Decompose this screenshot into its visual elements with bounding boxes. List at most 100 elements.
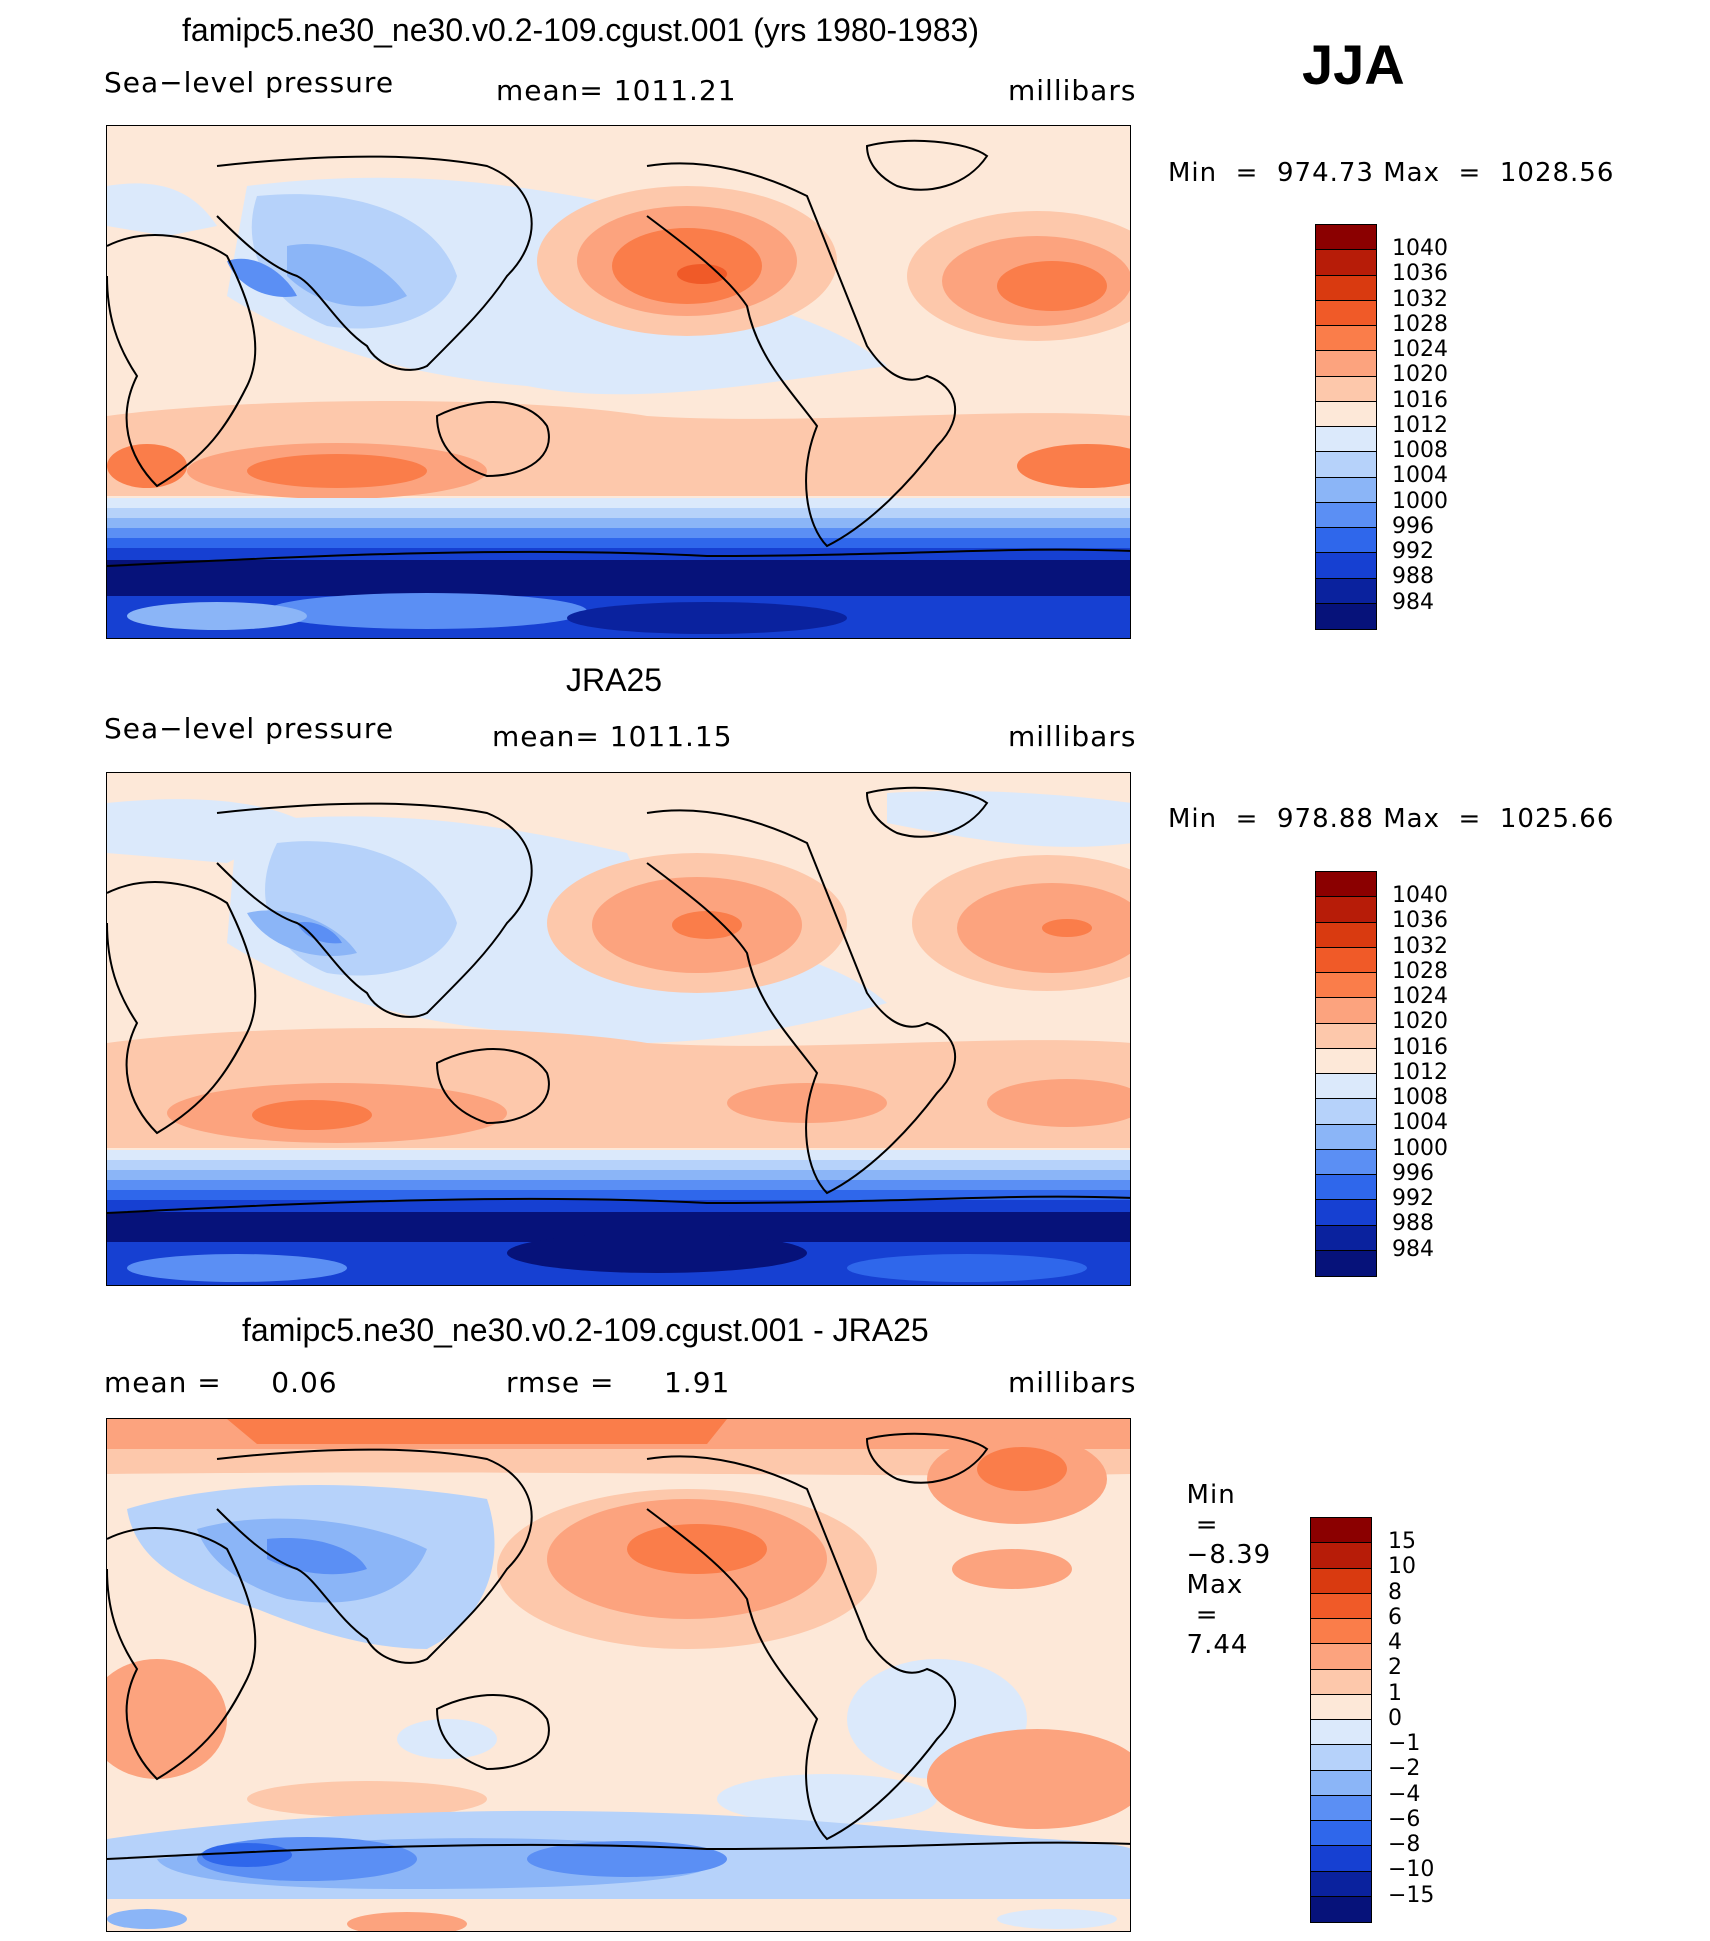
colorbar-swatch <box>1316 1175 1376 1201</box>
colorbar-swatch <box>1311 1821 1371 1847</box>
colorbar-label: 1008 <box>1392 438 1448 463</box>
colorbar-swatch <box>1311 1543 1371 1569</box>
colorbar-swatch <box>1311 1745 1371 1771</box>
panel3-max-eq: = <box>1186 1600 1265 1630</box>
colorbar-label: 4 <box>1388 1630 1402 1655</box>
panel1-units: millibars <box>1008 74 1137 107</box>
panel1-map <box>106 125 1131 639</box>
panel1-min-label: Min <box>1168 158 1218 188</box>
colorbar-swatch <box>1316 998 1376 1024</box>
panel2-colorbar <box>1315 871 1377 1277</box>
colorbar-swatch <box>1316 1124 1376 1150</box>
panel1-max-eq: = <box>1449 158 1491 188</box>
panel3-units: millibars <box>1008 1366 1137 1399</box>
colorbar-swatch <box>1316 528 1376 554</box>
panel1-max-label: Max <box>1383 158 1441 188</box>
colorbar-label: 988 <box>1392 564 1434 590</box>
colorbar-label: 1036 <box>1392 261 1448 287</box>
panel2-map <box>106 772 1131 1286</box>
colorbar-swatch <box>1316 502 1376 528</box>
panel3-map <box>106 1418 1131 1932</box>
colorbar-label: 1040 <box>1392 236 1448 261</box>
colorbar-label: 6 <box>1388 1604 1402 1630</box>
panel2-min-value: 978.88 <box>1277 804 1374 834</box>
colorbar-swatch <box>1316 477 1376 503</box>
panel1-variable: Sea−level pressure <box>104 66 395 99</box>
panel1-minmax: Min = 974.73 Max = 1028.56 <box>1168 158 1614 188</box>
colorbar-label: 2 <box>1388 1655 1402 1681</box>
panel2-min-label: Min <box>1168 804 1218 834</box>
panel3-rmse: rmse = 1.91 <box>506 1366 731 1399</box>
panel2-max-eq: = <box>1449 804 1491 834</box>
colorbar-swatch <box>1316 1149 1376 1175</box>
colorbar-label: 1024 <box>1392 337 1448 362</box>
colorbar-swatch <box>1316 351 1376 377</box>
colorbar-label: 996 <box>1392 513 1434 539</box>
colorbar-swatch <box>1311 1694 1371 1720</box>
colorbar-label: 996 <box>1392 1160 1434 1186</box>
colorbar-swatch <box>1311 1619 1371 1645</box>
colorbar-swatch <box>1316 947 1376 973</box>
panel3-max-value: 7.44 <box>1186 1630 1249 1660</box>
colorbar-label: 992 <box>1392 539 1434 564</box>
colorbar-label: −15 <box>1388 1882 1435 1908</box>
panel1-title: famipc5.ne30_ne30.v0.2-109.cgust.001 (yr… <box>182 12 979 48</box>
colorbar-label: 1020 <box>1392 362 1448 388</box>
colorbar-swatch <box>1316 300 1376 326</box>
panel3-minmax: Min = −8.39 Max = 7.44 <box>1168 1450 1271 1660</box>
colorbar-swatch <box>1316 1099 1376 1125</box>
colorbar-swatch <box>1311 1593 1371 1619</box>
panel3-mean: mean = 0.06 <box>104 1366 338 1399</box>
colorbar-swatch <box>1316 1200 1376 1226</box>
colorbar-label: 1000 <box>1392 488 1448 514</box>
panel2-title: JRA25 <box>566 662 663 698</box>
colorbar-label: −8 <box>1388 1832 1421 1857</box>
panel2-min-eq: = <box>1226 804 1268 834</box>
colorbar-label: 1000 <box>1392 1135 1448 1161</box>
colorbar-swatch <box>1316 401 1376 427</box>
colorbar-swatch <box>1311 1871 1371 1897</box>
colorbar-swatch <box>1311 1568 1371 1594</box>
colorbar-swatch <box>1311 1644 1371 1670</box>
colorbar-label: 1040 <box>1392 883 1448 908</box>
colorbar-swatch <box>1311 1770 1371 1796</box>
colorbar-label: 1012 <box>1392 412 1448 438</box>
colorbar-swatch <box>1316 872 1376 898</box>
colorbar-label: 1020 <box>1392 1009 1448 1035</box>
panel3-colorbar <box>1310 1517 1372 1923</box>
colorbar-swatch <box>1311 1669 1371 1695</box>
colorbar-label: 10 <box>1388 1554 1416 1580</box>
colorbar-label: 1032 <box>1392 933 1448 959</box>
colorbar-label: −6 <box>1388 1806 1421 1832</box>
colorbar-swatch <box>1316 225 1376 251</box>
colorbar-swatch <box>1316 1048 1376 1074</box>
colorbar-swatch <box>1316 452 1376 478</box>
colorbar-swatch <box>1311 1795 1371 1821</box>
panel2-minmax: Min = 978.88 Max = 1025.66 <box>1168 804 1614 834</box>
colorbar-swatch <box>1316 427 1376 453</box>
colorbar-swatch <box>1311 1720 1371 1746</box>
colorbar-label: 1032 <box>1392 286 1448 312</box>
panel1-colorbar <box>1315 224 1377 630</box>
colorbar-swatch <box>1316 275 1376 301</box>
panel3-map-svg <box>107 1419 1130 1931</box>
panel1-colorbar-labels: 1040 1036 1032 1028 1024 1020 1016 1012 1008 1004… <box>1392 238 1472 628</box>
colorbar-swatch <box>1316 897 1376 923</box>
colorbar-label: 1028 <box>1392 311 1448 337</box>
colorbar-label: 1016 <box>1392 387 1448 413</box>
colorbar-swatch <box>1316 326 1376 352</box>
colorbar-swatch <box>1316 1225 1376 1251</box>
colorbar-swatch <box>1311 1896 1371 1922</box>
colorbar-swatch <box>1316 1023 1376 1049</box>
panel3-colorbar-labels: 15 10 8 6 4 2 1 0 −1 −2 −4 −6 −8 −10 −15 <box>1388 1531 1468 1921</box>
colorbar-label: 1008 <box>1392 1085 1448 1110</box>
panel1-mean: mean= 1011.21 <box>496 74 737 107</box>
colorbar-swatch <box>1316 1250 1376 1276</box>
colorbar-label: 984 <box>1392 589 1434 615</box>
colorbar-label: −10 <box>1388 1857 1435 1883</box>
colorbar-label: 1004 <box>1392 1110 1448 1136</box>
panel2-max-value: 1025.66 <box>1499 804 1615 834</box>
season-label: JJA <box>1302 33 1405 96</box>
colorbar-label: 8 <box>1388 1579 1402 1605</box>
panel3-title: famipc5.ne30_ne30.v0.2-109.cgust.001 - J… <box>242 1312 929 1348</box>
